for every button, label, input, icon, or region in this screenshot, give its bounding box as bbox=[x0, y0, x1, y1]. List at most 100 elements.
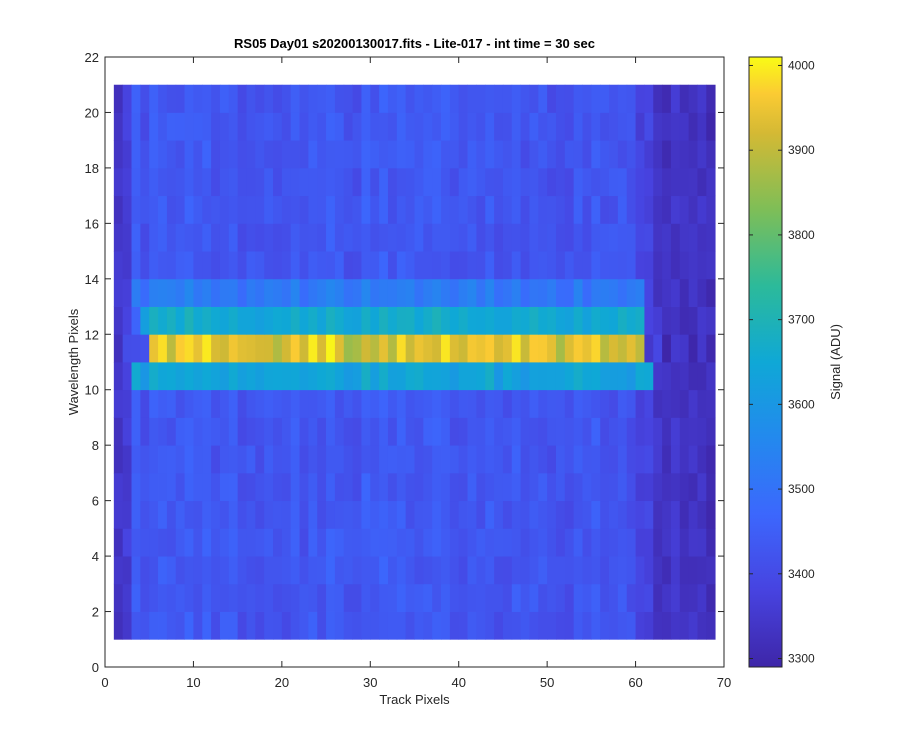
heatmap-cell bbox=[361, 84, 371, 113]
heatmap-cell bbox=[423, 278, 433, 307]
heatmap-cell bbox=[290, 556, 300, 585]
heatmap-cell bbox=[370, 112, 380, 141]
heatmap-cell bbox=[679, 500, 690, 529]
y-tick-label: 8 bbox=[92, 438, 99, 453]
heatmap-cell bbox=[432, 583, 442, 612]
heatmap-cell bbox=[502, 195, 513, 224]
heatmap-cell bbox=[458, 84, 468, 113]
heatmap-cell bbox=[511, 278, 522, 307]
heatmap-cell bbox=[626, 334, 636, 363]
heatmap-cell bbox=[679, 528, 690, 557]
heatmap-cell bbox=[352, 112, 362, 141]
heatmap-cell bbox=[334, 417, 345, 446]
heatmap-cell bbox=[317, 417, 327, 446]
heatmap-cell bbox=[644, 195, 654, 224]
heatmap-cell bbox=[458, 445, 468, 474]
heatmap-cell bbox=[494, 112, 504, 141]
heatmap-cell bbox=[449, 195, 460, 224]
heatmap-cell bbox=[688, 251, 698, 280]
heatmap-cell bbox=[326, 417, 336, 446]
heatmap-cell bbox=[679, 223, 690, 252]
heatmap-cell bbox=[113, 195, 124, 224]
heatmap-cell bbox=[414, 528, 424, 557]
heatmap-cell bbox=[494, 306, 504, 335]
heatmap-cell bbox=[555, 500, 566, 529]
heatmap-cell bbox=[379, 583, 389, 612]
heatmap-cell bbox=[697, 389, 707, 418]
heatmap-cell bbox=[502, 223, 513, 252]
heatmap-cell bbox=[122, 195, 132, 224]
heatmap-cell bbox=[131, 611, 141, 640]
heatmap-cell bbox=[299, 445, 309, 474]
heatmap-cell bbox=[343, 223, 353, 252]
heatmap-cell bbox=[299, 278, 309, 307]
heatmap-cell bbox=[600, 611, 610, 640]
heatmap-cell bbox=[343, 140, 353, 169]
heatmap-cell bbox=[670, 112, 681, 141]
heatmap-cell bbox=[113, 362, 124, 391]
heatmap-cell bbox=[352, 223, 362, 252]
y-tick-label: 12 bbox=[85, 327, 99, 342]
heatmap-cell bbox=[494, 611, 504, 640]
heatmap-cell bbox=[609, 278, 619, 307]
heatmap-cell bbox=[547, 417, 557, 446]
heatmap-cell bbox=[635, 112, 645, 141]
heatmap-cell bbox=[635, 389, 645, 418]
heatmap-cell bbox=[299, 334, 309, 363]
heatmap-cell bbox=[653, 251, 663, 280]
heatmap-cell bbox=[564, 334, 575, 363]
heatmap-cell bbox=[635, 195, 645, 224]
heatmap-cell bbox=[573, 167, 583, 197]
heatmap-cell bbox=[211, 528, 221, 557]
heatmap-cell bbox=[237, 556, 247, 585]
heatmap-cell bbox=[237, 140, 247, 169]
heatmap-cell bbox=[502, 583, 513, 612]
heatmap-cell bbox=[343, 500, 353, 529]
heatmap-cell bbox=[432, 306, 442, 335]
heatmap-cell bbox=[600, 223, 610, 252]
heatmap-cell bbox=[264, 583, 274, 612]
chart-title: RS05 Day01 s20200130017.fits - Lite-017 … bbox=[234, 36, 595, 51]
heatmap-cell bbox=[219, 84, 230, 113]
heatmap-cell bbox=[653, 611, 663, 640]
heatmap-cell bbox=[591, 417, 601, 446]
heatmap-cell bbox=[706, 140, 716, 169]
heatmap-cell bbox=[255, 251, 265, 280]
heatmap-cell bbox=[228, 278, 239, 307]
heatmap-cell bbox=[255, 445, 265, 474]
heatmap-cell bbox=[246, 445, 256, 474]
heatmap-cell bbox=[228, 306, 239, 335]
heatmap-cell bbox=[343, 306, 353, 335]
heatmap-cell bbox=[467, 611, 477, 640]
heatmap-cell bbox=[202, 445, 212, 474]
heatmap-cell bbox=[600, 556, 610, 585]
heatmap-cell bbox=[662, 556, 672, 585]
heatmap-cell bbox=[617, 306, 628, 335]
heatmap-cell bbox=[688, 334, 698, 363]
heatmap-cell bbox=[308, 445, 318, 474]
heatmap-cell bbox=[113, 278, 124, 307]
heatmap-cell bbox=[458, 528, 468, 557]
heatmap-cell bbox=[308, 472, 318, 502]
heatmap-cell bbox=[175, 389, 185, 418]
heatmap-cell bbox=[131, 362, 141, 391]
heatmap-cell bbox=[343, 528, 353, 557]
heatmap-cell bbox=[644, 140, 654, 169]
heatmap-cell bbox=[370, 583, 380, 612]
heatmap-cell bbox=[113, 140, 124, 169]
heatmap-cell bbox=[387, 195, 398, 224]
heatmap-cell bbox=[175, 334, 185, 363]
heatmap-cell bbox=[662, 195, 672, 224]
heatmap-cell bbox=[564, 223, 575, 252]
heatmap-cell bbox=[449, 306, 460, 335]
heatmap-cell bbox=[228, 500, 239, 529]
heatmap-cell bbox=[449, 611, 460, 640]
heatmap-cell bbox=[379, 251, 389, 280]
heatmap-cell bbox=[538, 445, 548, 474]
heatmap-cell bbox=[644, 278, 654, 307]
heatmap-cell bbox=[140, 528, 150, 557]
heatmap-cell bbox=[255, 417, 265, 446]
heatmap-cell bbox=[273, 417, 283, 446]
heatmap-cell bbox=[299, 362, 309, 391]
heatmap-cell bbox=[290, 140, 300, 169]
